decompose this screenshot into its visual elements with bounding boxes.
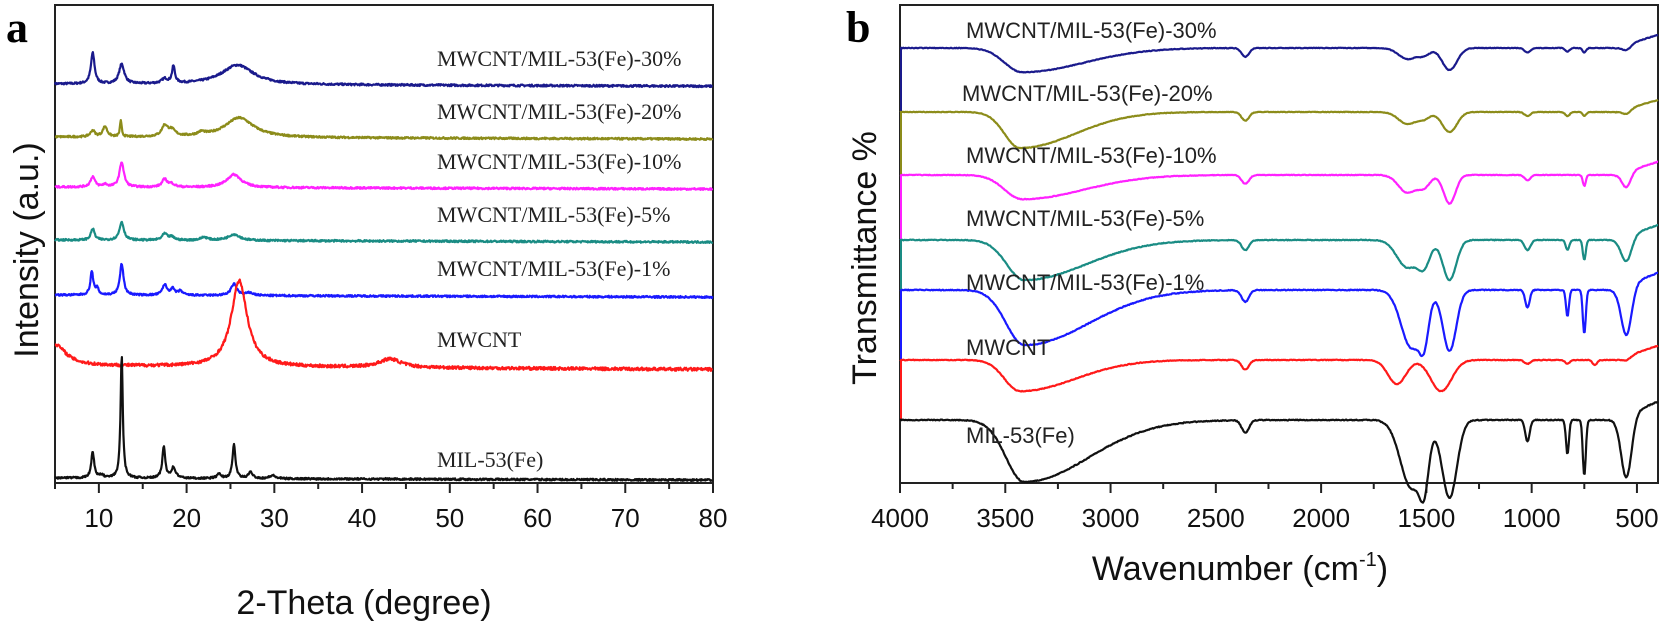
ftir-series-label: MWCNT/MIL-53(Fe)-20% — [962, 81, 1213, 106]
xrd-series-label: MWCNT/MIL-53(Fe)-1% — [437, 256, 670, 281]
ftir-series-line — [899, 400, 1659, 504]
ftir-series-line — [899, 98, 1659, 150]
y-axis-title-b: Transmittance % — [846, 131, 884, 385]
x-axis-title-a: 2-Theta (degree) — [236, 584, 491, 622]
x-tick-label-a: 50 — [435, 503, 464, 533]
x-axis-title-b: Wavenumber (cm-1) — [1092, 549, 1388, 588]
xrd-curve-labels: MWCNT/MIL-53(Fe)-30% MWCNT/MIL-53(Fe)-20%… — [437, 46, 681, 472]
x-tick-label-b: 2000 — [1292, 503, 1350, 533]
x-tick-label-b: 500 — [1615, 503, 1658, 533]
x-tick-label-a: 40 — [348, 503, 377, 533]
panel-letter-a: a — [6, 3, 28, 52]
xrd-series-label: MWCNT — [437, 327, 522, 352]
x-axis-title-b-superscript: -1 — [1359, 549, 1377, 571]
xrd-series-line — [54, 278, 714, 372]
xrd-series-line — [54, 262, 714, 300]
xrd-series-label: MIL-53(Fe) — [437, 447, 543, 472]
xrd-series-line — [53, 50, 714, 89]
ftir-series-label: MWCNT/MIL-53(Fe)-5% — [966, 206, 1204, 231]
xrd-series-line — [54, 356, 714, 482]
x-tick-label-a: 20 — [172, 503, 201, 533]
x-tick-label-b: 3000 — [1082, 503, 1140, 533]
ftir-series-line — [899, 33, 1659, 74]
x-tick-label-a: 10 — [84, 503, 113, 533]
x-tick-label-b: 1000 — [1503, 503, 1561, 533]
ftir-series-label: MWCNT — [966, 335, 1050, 360]
ftir-curves — [899, 33, 1659, 504]
x-tick-label-a: 30 — [260, 503, 289, 533]
ftir-series-line — [899, 271, 1659, 358]
panel-a-xrd: a 10 20 30 40 50 60 70 80 MWCNT/MIL-53(Fe)-30%M… — [6, 3, 727, 622]
x-tick-label-b: 1500 — [1397, 503, 1455, 533]
xrd-series-line — [54, 220, 714, 244]
xrd-series-label: MWCNT/MIL-53(Fe)-20% — [437, 99, 681, 124]
x-axis-tick-labels-a: 10 20 30 40 50 60 70 80 — [84, 503, 727, 533]
x-tick-label-a: 80 — [699, 503, 728, 533]
ftir-series-line — [899, 224, 1659, 282]
xrd-series-line — [54, 161, 714, 191]
plot-frame-a — [54, 4, 714, 484]
xrd-curves — [53, 50, 714, 482]
panel-letter-b: b — [846, 3, 870, 52]
x-tick-label-a: 60 — [523, 503, 552, 533]
ftir-series-line — [899, 160, 1659, 205]
ftir-series-label: MWCNT/MIL-53(Fe)-1% — [966, 270, 1204, 295]
x-tick-label-b: 2500 — [1187, 503, 1245, 533]
xrd-series-label: MWCNT/MIL-53(Fe)-10% — [437, 149, 681, 174]
plot-frame-b — [899, 4, 1659, 484]
x-axis-ticks-a — [54, 483, 714, 493]
x-tick-label-a: 70 — [611, 503, 640, 533]
ftir-series-label: MWCNT/MIL-53(Fe)-10% — [966, 143, 1217, 168]
ftir-series-label: MWCNT/MIL-53(Fe)-30% — [966, 18, 1217, 43]
x-axis-title-b-main: Wavenumber (cm — [1092, 550, 1359, 588]
x-tick-label-b: 4000 — [871, 503, 929, 533]
ftir-series-label: MIL-53(Fe) — [966, 423, 1075, 448]
xrd-series-label: MWCNT/MIL-53(Fe)-5% — [437, 202, 670, 227]
x-axis-tick-labels-b: 4000 3500 3000 2500 2000 1500 1000 500 — [871, 503, 1659, 533]
xrd-series-label: MWCNT/MIL-53(Fe)-30% — [437, 46, 681, 71]
ftir-series-line — [899, 344, 1659, 393]
x-axis-ticks-b — [899, 483, 1638, 493]
ftir-curve-labels: MWCNT/MIL-53(Fe)-30% MWCNT/MIL-53(Fe)-20%… — [962, 18, 1217, 448]
xrd-series-line — [54, 115, 714, 141]
panel-b-ftir: b 4000 3500 3000 2500 2000 1500 1000 500 MWCNT/… — [846, 3, 1659, 588]
x-tick-label-b: 3500 — [976, 503, 1034, 533]
y-axis-title-a: Intensity (a.u.) — [8, 142, 46, 357]
x-axis-title-b-tail: ) — [1377, 550, 1388, 588]
